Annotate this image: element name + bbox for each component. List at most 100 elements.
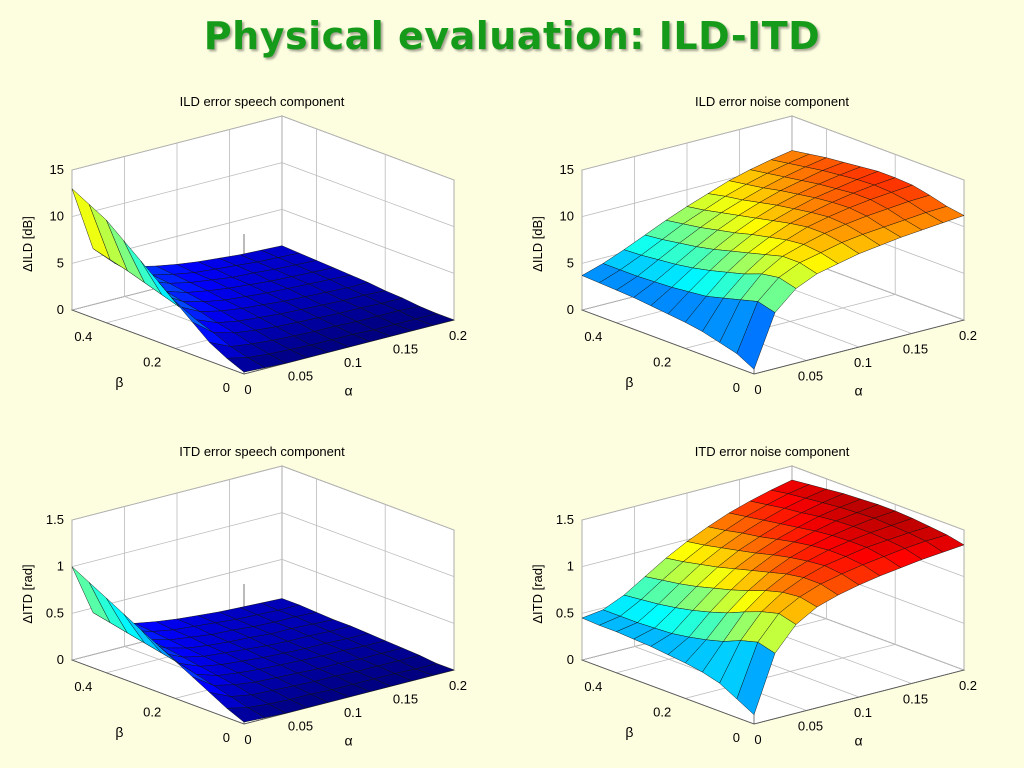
grid-line	[71, 115, 283, 171]
grid-line	[71, 309, 245, 375]
chart-title: ILD error noise component	[695, 94, 849, 109]
grid-line	[685, 644, 896, 699]
slide-title: Physical evaluation: ILD-ITD	[203, 14, 821, 58]
x-tick-label: 0.2	[449, 678, 467, 693]
x-tick-label: 0.15	[903, 692, 928, 707]
tick-labels: 0 0.05 0.1 0.15 0.2 0 0.2 0.4 0 5 10 15	[50, 162, 468, 397]
y-tick-label: 0	[733, 380, 740, 395]
grid-line	[281, 512, 455, 578]
itd-noise-surface-plot: 0 0.05 0.1 0.15 0.2 0 0.2 0.4 0 0.5 1 1.5 α β ΔITD [ra…	[530, 444, 977, 749]
x-tick-label: 0.1	[344, 355, 362, 370]
x-tick-label: 0	[244, 382, 251, 397]
x-axis-label: α	[344, 383, 352, 399]
chart-title: ITD error noise component	[695, 444, 850, 459]
y-tick-label: 0	[733, 730, 740, 745]
surface	[71, 188, 455, 373]
ild-noise-surface-plot: 0 0.05 0.1 0.15 0.2 0 0.2 0.4 0 5 10 15 α β ΔILD [dB] I…	[530, 94, 978, 399]
z-tick-label: 1.5	[46, 512, 64, 527]
surface-patch	[226, 707, 266, 723]
y-tick-label: 0.4	[74, 679, 92, 694]
grid-line	[581, 309, 755, 375]
grid-line	[281, 465, 455, 531]
x-tick-label: 0.1	[854, 355, 872, 370]
grid-line	[791, 115, 965, 181]
y-axis-label: β	[115, 374, 123, 390]
z-tick-label: 10	[50, 209, 64, 224]
surface-patch	[736, 301, 776, 370]
z-tick-label: 0	[567, 652, 574, 667]
surface	[581, 150, 965, 370]
y-tick-label: 0.4	[74, 329, 92, 344]
z-tick-label: 10	[560, 209, 574, 224]
z-tick-label: 5	[57, 255, 64, 270]
grid-line	[791, 465, 965, 531]
x-axis-label: α	[344, 733, 352, 749]
surface	[581, 479, 965, 716]
z-axis-label: ΔITD [rad]	[530, 564, 545, 623]
y-tick-label: 0.2	[143, 354, 161, 369]
z-tick-label: 1.5	[556, 512, 574, 527]
z-tick-label: 5	[567, 255, 574, 270]
y-tick-label: 0.4	[584, 679, 602, 694]
grid-line	[581, 659, 755, 725]
z-tick-label: 0.5	[46, 605, 64, 620]
z-axis-label: ΔITD [rad]	[20, 564, 35, 623]
x-tick-label: 0.2	[449, 328, 467, 343]
x-tick-label: 0.05	[288, 369, 313, 384]
z-tick-label: 0	[567, 302, 574, 317]
y-axis-label: β	[625, 374, 633, 390]
grid-line	[71, 512, 283, 568]
grid-line	[281, 208, 455, 274]
x-tick-label: 0	[754, 732, 761, 747]
ild-speech-surface-plot: 0 0.05 0.1 0.15 0.2 0 0.2 0.4 0 5 10 15 α β ΔILD [dB] I…	[20, 94, 468, 399]
itd-speech-surface-plot: 0 0.05 0.1 0.15 0.2 0 0.2 0.4 0 0.5 1 1.5 α β ΔITD [ra…	[20, 444, 467, 749]
x-tick-label: 0	[244, 732, 251, 747]
tick-labels: 0 0.05 0.1 0.15 0.2 0 0.2 0.4 0 5 10 15	[560, 162, 978, 397]
chart-title: ITD error speech component	[179, 444, 345, 459]
x-tick-label: 0.15	[903, 342, 928, 357]
x-axis-label: α	[854, 733, 862, 749]
y-tick-label: 0.2	[143, 704, 161, 719]
z-axis-label: ΔILD [dB]	[530, 216, 545, 272]
grid-line	[281, 162, 455, 228]
z-tick-label: 15	[560, 162, 574, 177]
x-tick-label: 0.05	[288, 719, 313, 734]
grid-line	[581, 465, 793, 521]
y-axis-label: β	[625, 724, 633, 740]
grid-line	[753, 319, 965, 375]
y-tick-label: 0	[223, 380, 230, 395]
z-tick-label: 1	[567, 559, 574, 574]
grid-line	[791, 605, 965, 671]
x-tick-label: 0.05	[798, 369, 823, 384]
y-tick-label: 0	[223, 730, 230, 745]
z-tick-label: 0	[57, 652, 64, 667]
x-tick-label: 0.1	[854, 705, 872, 720]
y-axis-label: β	[115, 724, 123, 740]
y-tick-label: 0.2	[653, 704, 671, 719]
z-tick-label: 1	[57, 559, 64, 574]
grid-line	[753, 669, 965, 725]
x-tick-label: 0.15	[393, 692, 418, 707]
tick-labels: 0 0.05 0.1 0.15 0.2 0 0.2 0.4 0 0.5 1 1.5	[46, 512, 467, 747]
grid-line	[281, 558, 455, 624]
grid-line	[581, 115, 793, 171]
grid-line	[71, 162, 283, 218]
surface-patch	[736, 641, 776, 716]
y-tick-label: 0.4	[584, 329, 602, 344]
tick-labels: 0 0.05 0.1 0.15 0.2 0 0.2 0.4 0 0.5 1 1.5	[556, 512, 977, 747]
surface-patch	[226, 357, 266, 373]
z-tick-label: 0.5	[556, 605, 574, 620]
y-tick-label: 0.2	[653, 354, 671, 369]
grid-line	[71, 659, 245, 725]
z-tick-label: 0	[57, 302, 64, 317]
grid-line	[281, 115, 455, 181]
x-tick-label: 0.1	[344, 705, 362, 720]
x-tick-label: 0	[754, 382, 761, 397]
chart-title: ILD error speech component	[180, 94, 345, 109]
z-tick-label: 15	[50, 162, 64, 177]
x-tick-label: 0.2	[959, 678, 977, 693]
grid-line	[71, 465, 283, 521]
x-tick-label: 0.15	[393, 342, 418, 357]
x-tick-label: 0.05	[798, 719, 823, 734]
x-tick-label: 0.2	[959, 328, 977, 343]
